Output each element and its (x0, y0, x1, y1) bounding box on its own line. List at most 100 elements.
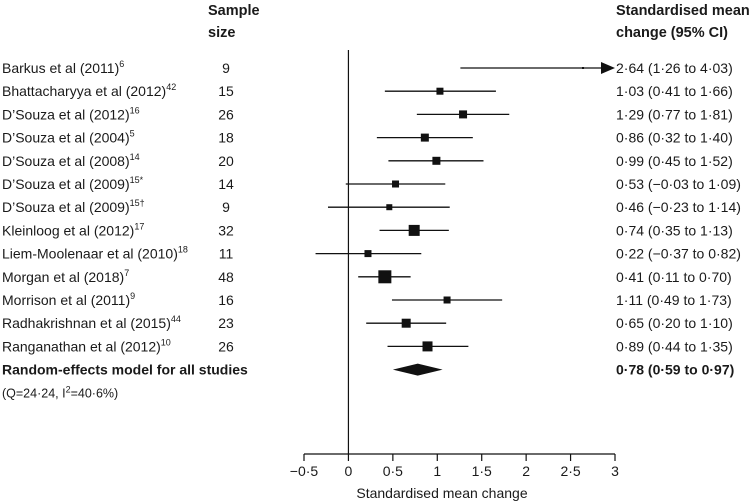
study-ref: 6 (119, 59, 124, 69)
point-estimate (422, 341, 433, 352)
x-tick-label: 1 (433, 463, 441, 479)
sample-size: 32 (218, 222, 234, 238)
heterogeneity-sup: 2 (66, 385, 71, 395)
x-tick-label: 0 (345, 463, 353, 479)
study-ref: 9 (130, 291, 135, 301)
ci-label: 0·41 (0·11 to 0·70) (616, 269, 732, 285)
ci-label: 0·46 (−0·23 to 1·14) (616, 199, 741, 215)
ci-label: 0·53 (−0·03 to 1·09) (616, 176, 741, 192)
ci-label: 0·89 (0·44 to 1·35) (616, 338, 733, 354)
study-name-text: D’Souza et al (2009) (2, 199, 130, 215)
point-estimate (459, 110, 468, 119)
study-ref: 14 (130, 152, 140, 162)
study-name: D’Souza et al (2009)15* (2, 175, 144, 192)
summary-diamond (392, 363, 443, 376)
point-estimate (443, 296, 451, 304)
x-tick-label: −0·5 (290, 463, 319, 479)
study-name: Radhakrishnan et al (2015)44 (2, 314, 181, 331)
ci-label: 1·11 (0·49 to 1·73) (616, 292, 732, 308)
point-estimate (432, 156, 441, 165)
sample-size-header-line2: size (208, 25, 235, 41)
ci-label: 0·74 (0·35 to 1·13) (616, 222, 733, 238)
ci-label: 2·64 (1·26 to 4·03) (616, 60, 733, 76)
study-name-text: Radhakrishnan et al (2015) (2, 315, 171, 331)
study-name-text: Kleinloog et al (2012) (2, 222, 134, 238)
study-name: D’Souza et al (2012)16 (2, 105, 140, 122)
study-name-text: Morgan et al (2018) (2, 269, 124, 285)
study-ref: 44 (171, 314, 181, 324)
plot-area (315, 50, 615, 454)
x-axis: −0·5 0 0·5 1 1·5 2 2·5 3 (290, 453, 619, 479)
study-ref: 15* (130, 175, 144, 185)
study-name: Ranganathan et al (2012)10 (2, 337, 171, 354)
point-estimate (436, 87, 444, 95)
point-estimate (582, 67, 585, 69)
study-ref: 15† (130, 198, 145, 208)
study-name: Kleinloog et al (2012)17 (2, 221, 144, 238)
ci-label: 0·65 (0·20 to 1·10) (616, 315, 733, 331)
study-name: D’Souza et al (2004)5 (2, 129, 135, 146)
study-name-text: D’Souza et al (2009) (2, 176, 130, 192)
sample-size: 26 (218, 338, 234, 354)
study-name: Bhattacharyya et al (2012)42 (2, 82, 176, 99)
ci-label: 0·99 (0·45 to 1·52) (616, 153, 733, 169)
study-name-text: Liem-Moolenaar et al (2010) (2, 246, 178, 262)
sample-size: 18 (218, 130, 234, 146)
study-rows: Barkus et al (2011)6 9 2·64 (1·26 to 4·03)… (2, 59, 741, 401)
point-estimate (378, 270, 392, 284)
sample-size: 11 (219, 246, 234, 262)
study-ref: 5 (130, 129, 135, 139)
sample-size: 20 (218, 153, 234, 169)
sample-size: 9 (222, 60, 230, 76)
heterogeneity-q: (Q=24·24, I (2, 387, 66, 401)
x-tick-label: 0·5 (383, 463, 403, 479)
study-name: Barkus et al (2011)6 (2, 59, 124, 76)
study-name-text: Barkus et al (2011) (2, 60, 119, 76)
study-name-text: D’Souza et al (2008) (2, 153, 130, 169)
study-name-text: D’Souza et al (2012) (2, 106, 130, 122)
study-ref: 10 (161, 337, 171, 347)
sample-size: 48 (218, 269, 234, 285)
x-tick-label: 2 (522, 463, 530, 479)
sample-size-header-line1: Sample (208, 3, 260, 19)
study-ref: 17 (134, 221, 144, 231)
study-name: Morgan et al (2018)7 (2, 268, 129, 285)
study-ref: 16 (130, 105, 140, 115)
study-name-text: Bhattacharyya et al (2012) (2, 83, 166, 99)
sample-size: 14 (218, 176, 234, 192)
x-tick-label: 1·5 (472, 463, 492, 479)
ci-arrow (601, 62, 615, 74)
point-estimate (364, 250, 372, 258)
study-name: D’Souza et al (2008)14 (2, 152, 140, 169)
point-estimate (408, 224, 420, 236)
heterogeneity-i2: =40·6%) (71, 387, 119, 401)
ci-label: 1·29 (0·77 to 1·81) (616, 106, 733, 122)
point-estimate (392, 180, 400, 188)
study-name-text: D’Souza et al (2004) (2, 130, 130, 146)
study-ref: 42 (166, 82, 176, 92)
ci-label: 0·86 (0·32 to 1·40) (616, 130, 733, 146)
study-name: D’Souza et al (2009)15† (2, 198, 145, 215)
sample-size: 16 (218, 292, 234, 308)
x-tick-label: 2·5 (560, 463, 580, 479)
ci-label: 0·22 (−0·37 to 0·82) (616, 246, 741, 262)
x-axis-label: Standardised mean change (356, 485, 527, 501)
ci-header-line1: Standardised mean (616, 3, 750, 19)
sample-size: 23 (218, 315, 234, 331)
point-estimate (420, 133, 429, 142)
study-ref: 18 (178, 245, 188, 255)
x-tick-label: 3 (611, 463, 619, 479)
summary-name: Random-effects model for all studies (2, 362, 248, 378)
study-name: Liem-Moolenaar et al (2010)18 (2, 245, 188, 262)
ci-label: 1·03 (0·41 to 1·66) (616, 83, 733, 99)
point-estimate (386, 204, 393, 211)
study-name: Morrison et al (2011)9 (2, 291, 135, 308)
ci-header-line2: change (95% CI) (616, 25, 728, 41)
sample-size: 9 (222, 199, 230, 215)
study-ref: 7 (124, 268, 129, 278)
point-estimate (401, 318, 411, 328)
sample-size: 26 (218, 106, 234, 122)
summary-ci-label: 0·78 (0·59 to 0·97) (616, 362, 734, 378)
study-name-text: Morrison et al (2011) (2, 292, 130, 308)
